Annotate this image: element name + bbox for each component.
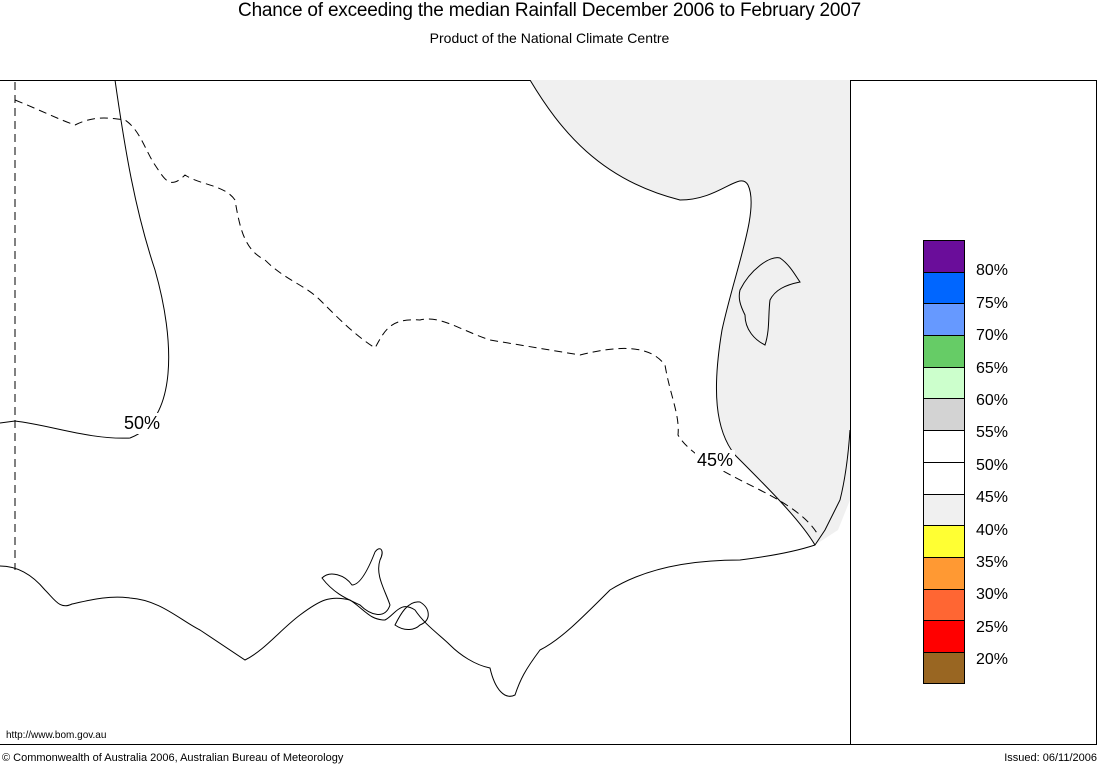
legend-swatch [923,240,965,272]
legend-label: 30% [976,586,1009,604]
legend-swatch [923,620,965,652]
legend-label: 25% [976,618,1009,636]
contour-45 [529,80,816,546]
legend-label: 35% [976,554,1009,571]
legend-label: 50% [976,456,1009,474]
legend-swatch [923,335,965,367]
legend-swatch [923,525,965,557]
legend-label: 75% [976,294,1009,312]
legend-label: 20% [976,651,1009,669]
legend-swatch [923,398,965,431]
legend-label: 45% [976,489,1009,507]
contour-label-45: 45% [695,450,736,471]
page-subtitle: Product of the National Climate Centre [429,30,670,46]
coastline [0,429,850,697]
western-port [394,601,429,630]
gippsland-lakes [738,257,801,346]
map-svg [0,80,850,697]
legend-swatch [923,303,965,336]
legend-swatch [923,430,965,462]
legend-label: 70% [976,327,1009,345]
state-border-north [14,99,819,536]
legend-label: 65% [976,359,1009,377]
page-title: Chance of exceeding the median Rainfall … [238,0,861,21]
issued-date: Issued: 06/11/2006 [1004,752,1097,764]
legend-label: 80% [976,262,1009,280]
port-phillip-bay [321,548,391,615]
legend-swatch [923,366,965,399]
copyright-text: © Commonwealth of Australia 2006, Austra… [2,752,344,764]
legend-swatch [923,271,965,304]
rainfall-map: 50% 45% [0,80,850,745]
legend [923,240,965,684]
legend-swatch [923,651,965,684]
legend-swatch [923,493,965,526]
legend-label: 55% [976,424,1009,442]
legend-swatch [923,461,965,494]
contour-label-50: 50% [122,413,163,434]
legend-label: 40% [976,521,1009,539]
source-url[interactable]: http://www.bom.gov.au [6,730,107,741]
legend-label: 60% [976,392,1009,409]
legend-swatch [923,588,965,621]
map-legend-divider [850,80,851,745]
contour-50 [0,80,170,439]
shaded-region-east [530,80,850,545]
legend-swatch [923,556,965,589]
